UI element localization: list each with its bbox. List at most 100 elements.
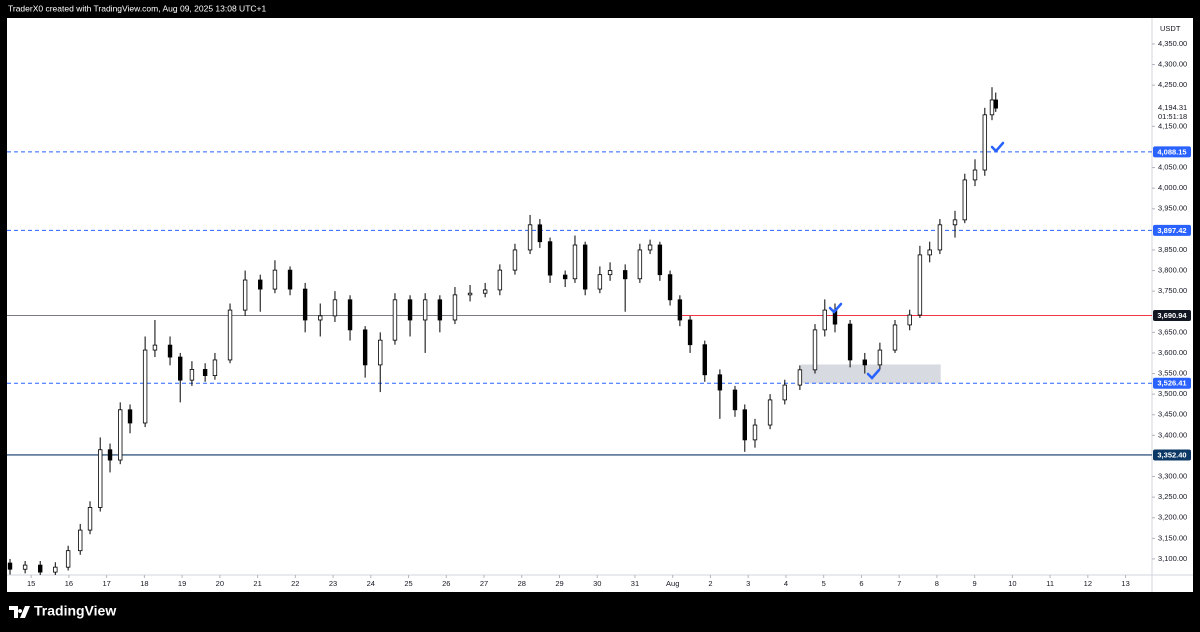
candle-body [107, 449, 113, 461]
candle-body [287, 269, 293, 290]
x-tick-label: 7 [897, 579, 901, 588]
candle-body [118, 409, 123, 461]
y-tick-label: 3,100.00 [1158, 554, 1187, 563]
candle-body [53, 566, 58, 573]
x-tick-label: 27 [480, 579, 488, 588]
last-price-label: 4,194.31 [1158, 103, 1187, 112]
candle-body [98, 449, 103, 508]
candle-body [742, 409, 747, 441]
x-tick-label: 19 [178, 579, 186, 588]
x-tick-label: 13 [1121, 579, 1129, 588]
candle-body [877, 349, 883, 366]
y-tick-label: 4,300.00 [1158, 60, 1187, 69]
x-tick-label: 29 [555, 579, 563, 588]
level-price-box [1153, 146, 1191, 158]
candle-body [952, 219, 958, 226]
candle-body [38, 564, 43, 573]
candle-body [7, 562, 13, 570]
x-tick-label: 30 [593, 579, 601, 588]
candle-body [582, 244, 588, 290]
x-tick-label: 21 [253, 579, 261, 588]
y-tick-label: 3,150.00 [1158, 533, 1187, 542]
y-tick-label: 4,050.00 [1158, 163, 1187, 172]
axes: USDT 4,350.00 4,300.00 4,250.00 4,150.00 4,05… [27, 24, 1193, 588]
candle-body [407, 299, 413, 321]
candle-body [687, 319, 693, 346]
level-price-label: 3,897.42 [1157, 226, 1186, 235]
candle-body [752, 424, 758, 441]
check-mark [828, 302, 843, 314]
candle-body [152, 344, 158, 351]
candle-body [189, 369, 195, 381]
level-price-label: 3,352.40 [1157, 450, 1186, 459]
candle-body [362, 329, 368, 366]
candle-body [797, 369, 803, 386]
candle-body [972, 169, 978, 181]
y-tick-label: 4,000.00 [1158, 183, 1187, 192]
candle-body [452, 294, 458, 321]
y-tick-label: 3,500.00 [1158, 389, 1187, 398]
candle-body [657, 244, 663, 276]
candle-body [982, 114, 988, 171]
y-tick-label: 3,200.00 [1158, 513, 1187, 522]
candle-body [717, 374, 723, 391]
candle-body [202, 369, 208, 377]
y-tick-label: 4,250.00 [1158, 80, 1187, 89]
y-tick-label: 3,400.00 [1158, 430, 1187, 439]
candle-body [677, 299, 683, 321]
candle-body [392, 299, 398, 341]
candle-body [167, 344, 173, 358]
candle-body [917, 254, 923, 316]
y-tick-label: 3,650.00 [1158, 327, 1187, 336]
candle-body [347, 299, 353, 331]
candle-body [437, 299, 443, 321]
candle-body [907, 314, 912, 326]
candle-body [302, 288, 308, 321]
candle-body [527, 224, 533, 251]
candle-body [847, 323, 853, 361]
x-tick-label: 12 [1084, 579, 1092, 588]
y-tick-label: 3,850.00 [1158, 245, 1187, 254]
candle-body [667, 274, 673, 301]
candle-body [927, 249, 932, 256]
x-tick-label: 6 [859, 579, 863, 588]
x-tick-label: 20 [216, 579, 224, 588]
logo-icon [9, 606, 30, 618]
candle-body [962, 179, 968, 221]
candle-body [378, 339, 383, 366]
last-price-box [1153, 103, 1193, 123]
candle-body [937, 224, 943, 251]
x-tick-label: 26 [442, 579, 450, 588]
candle-body [572, 244, 578, 280]
plot-area [7, 87, 1152, 575]
x-tick-label: 18 [140, 579, 148, 588]
level-price-box [1153, 309, 1191, 321]
level-price-box [1153, 224, 1191, 236]
level-price-label: 3,526.41 [1157, 379, 1186, 388]
header-text: TraderX0 created with TradingView.com, A… [8, 3, 266, 13]
x-tick-label: 8 [935, 579, 939, 588]
candle-body [767, 399, 773, 426]
x-tick-label: 3 [746, 579, 750, 588]
y-tick-label: 3,300.00 [1158, 472, 1187, 481]
x-tick-label: 28 [518, 579, 526, 588]
candle-body [422, 299, 428, 321]
y-tick-label: 4,150.00 [1158, 121, 1187, 130]
check-mark [866, 368, 881, 380]
candle-body [822, 309, 828, 331]
candle-body [512, 249, 518, 271]
y-tick-label: 4,350.00 [1158, 39, 1187, 48]
y-tick-label: 3,750.00 [1158, 286, 1187, 295]
x-tick-label: 31 [631, 579, 639, 588]
candle-body [65, 550, 71, 568]
x-tick-label: 10 [1008, 579, 1016, 588]
level-price-box [1153, 377, 1191, 389]
y-tick-label: 3,600.00 [1158, 348, 1187, 357]
x-tick-label: 25 [404, 579, 412, 588]
y-tick-label: 3,950.00 [1158, 204, 1187, 213]
x-tick-label: 4 [784, 579, 788, 588]
candle-body [862, 359, 868, 366]
candle-body [647, 244, 653, 251]
